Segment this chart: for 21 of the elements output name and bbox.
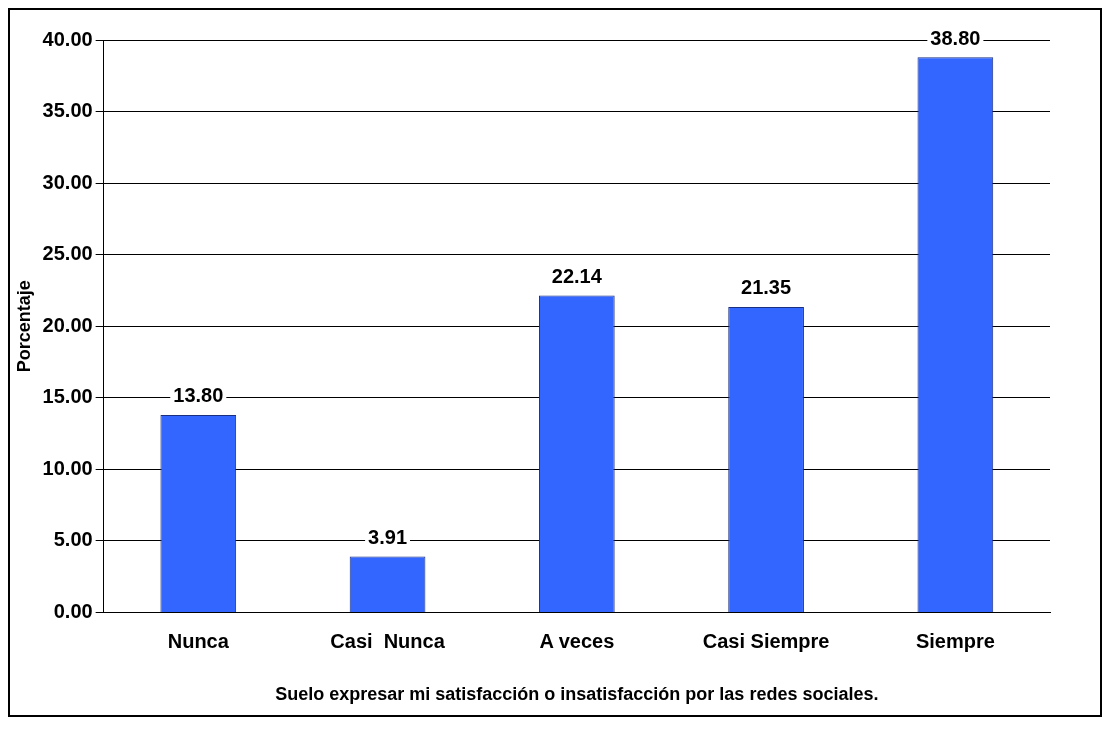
y-tick-label: 0.00 bbox=[53, 599, 93, 622]
y-tick-label: 10.00 bbox=[42, 456, 93, 479]
y-tick-label: 35.00 bbox=[42, 99, 93, 122]
data-label: 21.35 bbox=[741, 276, 792, 299]
data-label: 22.14 bbox=[551, 265, 603, 288]
x-tick-label: Nunca bbox=[167, 629, 230, 652]
x-tick-label: A veces bbox=[539, 629, 615, 652]
data-label: 38.80 bbox=[930, 26, 981, 49]
y-tick-label: 20.00 bbox=[42, 313, 93, 336]
data-label: 13.80 bbox=[173, 384, 224, 407]
y-tick-label: 15.00 bbox=[42, 385, 93, 408]
x-tick-label: Casi Nunca bbox=[330, 629, 446, 652]
y-axis-title: Porcentaje bbox=[13, 280, 34, 373]
data-label: 3.91 bbox=[368, 525, 408, 548]
x-tick-label: Casi Siempre bbox=[702, 629, 830, 652]
x-tick-label: Siempre bbox=[915, 629, 995, 652]
x-axis-title: Suelo expresar mi satisfacción o insatisfacción por las redes sociales. bbox=[275, 684, 879, 705]
y-tick-label: 5.00 bbox=[53, 528, 93, 551]
y-tick-label: 30.00 bbox=[42, 170, 93, 193]
y-tick-label: 25.00 bbox=[42, 242, 93, 265]
y-tick-label: 40.00 bbox=[42, 27, 93, 50]
